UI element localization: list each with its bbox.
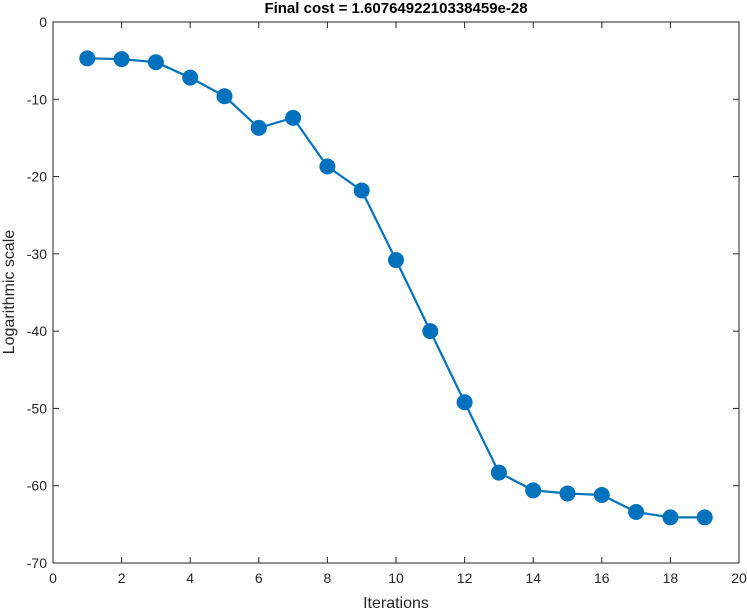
x-tick-label: 14 <box>525 570 541 586</box>
data-point <box>216 88 233 105</box>
data-series <box>79 50 713 526</box>
data-point <box>147 54 164 71</box>
data-point <box>319 158 336 175</box>
y-tick-label: -20 <box>27 169 47 185</box>
y-axis-label: Logarithmic scale <box>1 230 18 355</box>
x-tick-label: 16 <box>594 570 610 586</box>
data-point <box>628 503 645 520</box>
y-tick-label: -50 <box>27 400 47 416</box>
y-tick-label: -40 <box>27 323 47 339</box>
data-point <box>113 51 130 68</box>
plot-area <box>53 22 739 563</box>
y-tick-label: 0 <box>39 14 47 30</box>
data-point <box>422 323 439 340</box>
x-tick-label: 6 <box>255 570 263 586</box>
x-tick-label: 10 <box>388 570 404 586</box>
axis-tick-labels: 0 2 4 6 8 10 12 14 16 18 20 0 -10 -20 -30 -40 -50 -60 -70 <box>27 14 747 586</box>
data-point <box>696 509 713 526</box>
data-point <box>79 50 96 67</box>
data-point <box>250 119 267 136</box>
x-tick-label: 2 <box>118 570 126 586</box>
data-point <box>525 482 542 499</box>
data-point <box>559 485 576 502</box>
data-point <box>662 509 679 526</box>
data-point <box>285 109 302 126</box>
x-tick-label: 12 <box>457 570 473 586</box>
data-point <box>593 486 610 503</box>
x-tick-label: 0 <box>49 570 57 586</box>
x-axis-label: Iterations <box>363 595 429 610</box>
x-tick-label: 18 <box>663 570 679 586</box>
x-tick-label: 20 <box>731 570 747 586</box>
x-tick-label: 8 <box>324 570 332 586</box>
y-tick-label: -30 <box>27 246 47 262</box>
y-tick-label: -60 <box>27 478 47 494</box>
chart-title: Final cost = 1.6076492210338459e-28 <box>264 0 527 17</box>
plot-frame <box>52 21 740 564</box>
data-point <box>182 69 199 86</box>
data-point <box>490 464 507 481</box>
data-point <box>456 394 473 411</box>
x-tick-label: 4 <box>186 570 194 586</box>
data-point <box>388 252 404 269</box>
data-point <box>353 182 370 199</box>
y-tick-label: -70 <box>27 555 47 571</box>
y-tick-label: -10 <box>27 91 47 107</box>
